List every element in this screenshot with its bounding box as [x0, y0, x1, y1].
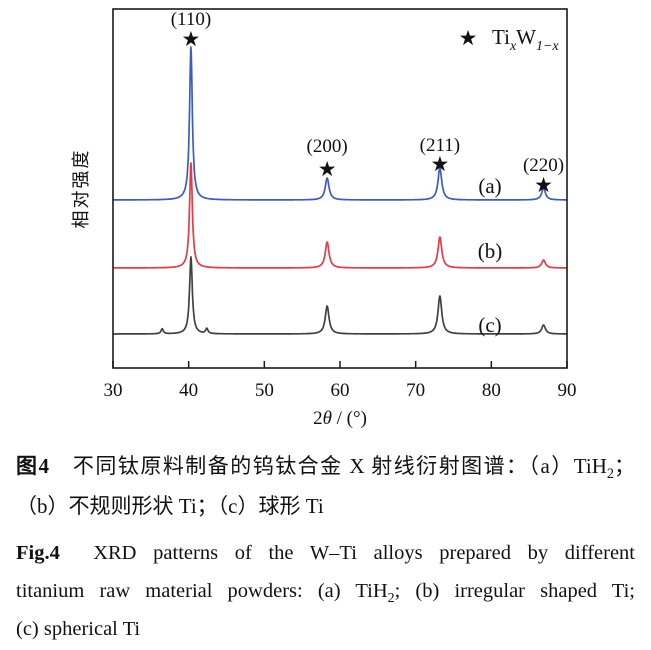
- caption-cn-line2: （b）不规则形状 Ti；（c）球形 Ti: [16, 486, 635, 526]
- caption-en-line2: titanium raw material powders: (a) TiH2;…: [16, 572, 635, 610]
- peak-label-110: (110): [171, 9, 211, 30]
- x-axis-title-segment: θ: [323, 408, 332, 429]
- x-tick-label-40: 40: [179, 380, 198, 401]
- text-segment: Fig.4: [16, 542, 60, 564]
- star-icon: ★: [318, 157, 337, 181]
- x-tick-label-80: 80: [482, 380, 501, 401]
- series-label-b: (b): [478, 239, 503, 263]
- x-axis-title-segment: / (°): [332, 408, 367, 429]
- x-tick-label-50: 50: [255, 380, 274, 401]
- star-icon: ★: [534, 173, 553, 197]
- x-axis-title-segment: 2: [313, 408, 323, 429]
- x-tick-label-90: 90: [558, 380, 577, 401]
- text-segment: （b）不规则形状 Ti；（c）球形 Ti: [16, 494, 324, 518]
- curve-a: [112, 46, 568, 201]
- text-segment: (c) spherical Ti: [16, 618, 141, 640]
- x-tick-label-70: 70: [406, 380, 425, 401]
- series-label-c: (c): [478, 313, 501, 337]
- y-axis-title: 相对强度: [71, 149, 91, 229]
- legend-label-segment: 1−x: [536, 39, 559, 54]
- legend-label-segment: W: [516, 25, 536, 49]
- figure-captions: 图4 不同钛原料制备的钨钛合金 X 射线衍射图谱：（a）TiH2； （b）不规则…: [0, 440, 651, 648]
- star-icon: ★: [182, 27, 201, 51]
- peak-label-211: (211): [420, 135, 460, 156]
- star-icon: ★: [430, 152, 449, 176]
- xrd-chart-svg: (c) (b) (a) 30 40 50 60 70 80 90 2θ / (°) 相对强度 (110)…: [71, 8, 577, 429]
- caption-en: Fig.4 XRD patterns of the W–Ti alloys pr…: [16, 534, 635, 648]
- text-segment: titanium raw material powders: (a) TiH: [16, 580, 388, 602]
- legend-label-segment: Ti: [492, 25, 510, 49]
- text-segment: ; (b) irregular shaped Ti;: [394, 580, 635, 602]
- series-label-a: (a): [478, 174, 501, 198]
- caption-en-line1: Fig.4 XRD patterns of the W–Ti alloys pr…: [16, 534, 635, 572]
- x-axis-title: 2θ / (°): [313, 408, 367, 429]
- text-segment: 图4: [16, 454, 49, 478]
- curve-c: [112, 256, 568, 335]
- text-segment: ；: [614, 454, 636, 478]
- caption-cn-line1: 图4 不同钛原料制备的钨钛合金 X 射线衍射图谱：（a）TiH2；: [16, 446, 635, 486]
- legend-label-segment: x: [509, 39, 517, 54]
- peak-label-200: (200): [307, 136, 348, 157]
- x-tick-label-30: 30: [104, 380, 123, 401]
- legend-star-icon: ★: [459, 26, 478, 50]
- text-segment: 2: [606, 466, 615, 483]
- x-tick-label-60: 60: [331, 380, 350, 401]
- curve-b: [112, 162, 568, 269]
- text-segment: 不同钛原料制备的钨钛合金 X 射线衍射图谱：（a）TiH: [48, 454, 607, 478]
- caption-en-line3: (c) spherical Ti: [16, 610, 635, 648]
- xrd-chart: (c) (b) (a) 30 40 50 60 70 80 90 2θ / (°) 相对强度 (110)…: [71, 8, 577, 429]
- text-segment: 2: [387, 591, 395, 607]
- legend-label: TixW1−x: [492, 25, 559, 54]
- text-segment: XRD patterns of the W–Ti alloys prepared…: [59, 542, 635, 564]
- peak-label-220: (220): [523, 155, 564, 176]
